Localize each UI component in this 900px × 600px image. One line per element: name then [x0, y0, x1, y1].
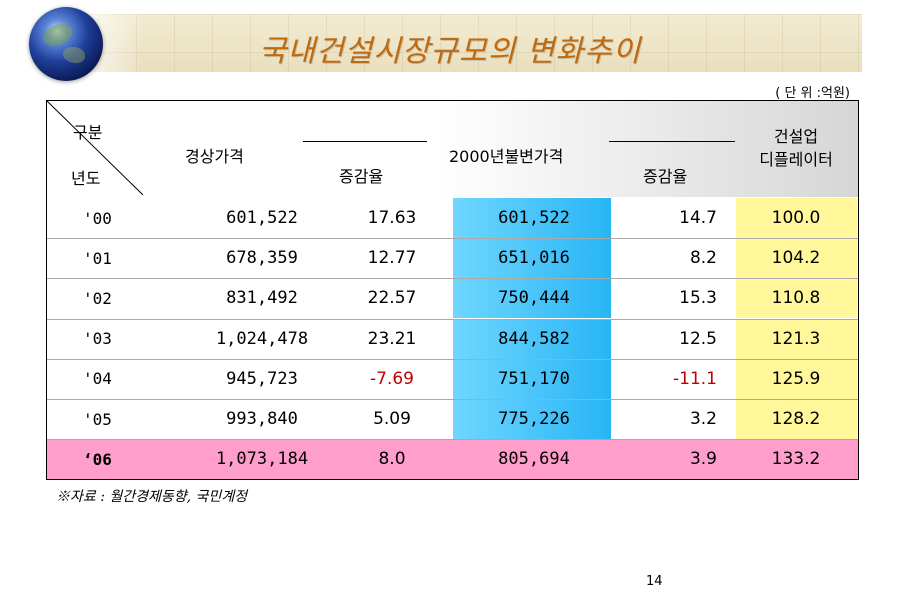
- market-size-table: 구분 년도 경상가격 증감율 2000년불변가격 증감율 건설업 디플레이터 '…: [46, 100, 859, 480]
- page-title: 국내건설시장규모의 변화추이: [258, 34, 642, 69]
- highlight-row-bg: [47, 439, 858, 480]
- rate2-cell: 8.2: [689, 248, 717, 269]
- title-banner: [22, 14, 862, 72]
- row-separator: [47, 318, 858, 320]
- deflator-cell: 100.0: [771, 208, 821, 228]
- table-row: '00 601,522 17.63 601,522 14.7 100.0: [47, 198, 858, 238]
- constant-price-cell: 651,016: [498, 248, 570, 269]
- globe-land: [63, 47, 85, 63]
- source-note: ※자료 : 월간경제동향, 국민계정: [56, 489, 248, 505]
- page-number: 14: [646, 574, 663, 589]
- deflator-cell: 128.2: [771, 409, 821, 429]
- deflator-bg: [736, 278, 857, 319]
- current-price-cell: 945,723: [226, 368, 298, 389]
- rate1-cell: -7.69: [370, 368, 414, 389]
- constant-price-cell: 751,170: [498, 368, 570, 389]
- table-row: '02 831,492 22.57 750,444 15.3 110.8: [47, 278, 858, 318]
- deflator-cell: 104.2: [771, 248, 821, 269]
- header-constant-price: 2000년불변가격: [449, 147, 564, 166]
- rate1-cell: 23.21: [367, 328, 417, 349]
- year-cell: '01: [83, 248, 112, 268]
- year-cell: '04: [83, 369, 112, 389]
- rate2-cell: 3.9: [689, 449, 717, 470]
- rate1-cell: 17.63: [367, 208, 417, 228]
- deflator-bg: [736, 238, 857, 279]
- constant-price-bg: [453, 358, 611, 399]
- constant-price-bg: [453, 278, 611, 319]
- constant-price-cell: 844,582: [498, 328, 570, 349]
- row-separator: [47, 439, 858, 441]
- constant-price-cell: 775,226: [498, 409, 570, 429]
- header-rate1: 증감율: [339, 167, 384, 186]
- globe-icon: [29, 7, 103, 81]
- constant-price-bg: [453, 198, 611, 238]
- rate2-cell: 12.5: [679, 328, 717, 349]
- table-row: '04 945,723 -7.69 751,170 -11.1 125.9: [47, 359, 858, 399]
- header-rate2: 증감율: [643, 167, 688, 186]
- rate1-cell: 22.57: [367, 288, 417, 309]
- year-cell: '00: [83, 208, 112, 228]
- current-price-cell: 678,359: [226, 248, 298, 269]
- current-price-cell: 1,024,478: [215, 328, 309, 349]
- rate1-cell: 5.09: [373, 409, 411, 429]
- rate1-cell: 12.77: [367, 248, 417, 269]
- header-category: 구분: [73, 123, 103, 142]
- deflator-bg: [736, 198, 857, 238]
- current-price-cell: 993,840: [226, 409, 298, 429]
- banner-map-pattern: [22, 14, 862, 72]
- rate2-cell: 14.7: [679, 208, 717, 228]
- constant-price-bg: [453, 318, 611, 359]
- header-current-price: 경상가격: [185, 147, 244, 166]
- table-row: ‘06 1,073,184 8.0 805,694 3.9 133.2: [47, 439, 858, 479]
- row-separator: [47, 238, 858, 240]
- year-cell: '05: [83, 409, 112, 429]
- deflator-cell: 110.8: [771, 288, 821, 309]
- rate2-cell: 3.2: [689, 409, 717, 429]
- year-cell: '03: [83, 329, 112, 349]
- rate1-cell: 8.0: [378, 449, 406, 470]
- header-rule: [303, 141, 427, 142]
- table-header: 구분 년도 경상가격 증감율 2000년불변가격 증감율 건설업 디플레이터: [47, 101, 858, 197]
- deflator-cell: 125.9: [771, 368, 821, 389]
- unit-label: ( 단 위 :억원): [775, 86, 850, 101]
- year-cell: ‘06: [83, 449, 112, 469]
- deflator-bg: [736, 399, 857, 439]
- constant-price-bg: [453, 399, 611, 439]
- table-row: '05 993,840 5.09 775,226 3.2 128.2: [47, 399, 858, 439]
- constant-price-bg: [453, 238, 611, 279]
- current-price-cell: 1,073,184: [215, 449, 309, 470]
- current-price-cell: 601,522: [226, 208, 298, 228]
- deflator-bg: [736, 358, 857, 399]
- rate2-cell: 15.3: [679, 288, 717, 309]
- row-separator: [47, 399, 858, 400]
- rate2-cell: -11.1: [673, 368, 717, 389]
- header-deflator: 건설업 디플레이터: [759, 127, 833, 169]
- current-price-cell: 831,492: [226, 288, 298, 309]
- year-cell: '02: [83, 288, 112, 308]
- corner-diagonal: [47, 101, 143, 195]
- deflator-cell: 121.3: [771, 328, 821, 349]
- table-row: '01 678,359 12.77 651,016 8.2 104.2: [47, 238, 858, 278]
- row-separator: [47, 358, 858, 360]
- header-rule: [609, 141, 735, 142]
- header-year: 년도: [71, 169, 101, 188]
- deflator-cell: 133.2: [771, 449, 821, 470]
- deflator-bg: [736, 318, 857, 359]
- row-separator: [47, 278, 858, 280]
- constant-price-cell: 805,694: [498, 449, 570, 470]
- constant-price-cell: 601,522: [498, 208, 570, 228]
- constant-price-cell: 750,444: [498, 288, 570, 309]
- table-row: '03 1,024,478 23.21 844,582 12.5 121.3: [47, 319, 858, 359]
